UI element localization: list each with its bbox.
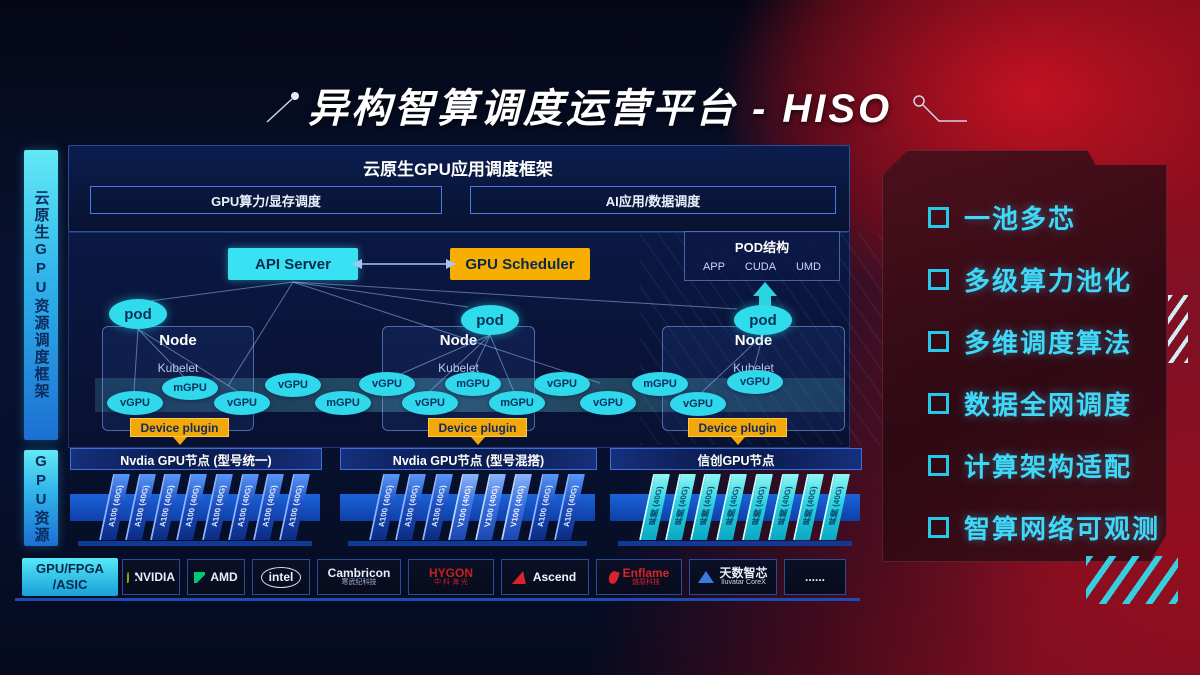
checkbox-icon: [928, 206, 949, 228]
vendor-box-Enflame: Enflame 燧原科技: [596, 559, 682, 595]
vendor-brand: NVIDIA: [134, 569, 175, 584]
vendor-subtitle: 燧原科技: [632, 579, 660, 587]
gpu-group-header: Nvdia GPU节点 (型号统一): [70, 448, 322, 470]
feature-label: 多级算力池化: [964, 265, 1133, 296]
device-plugin-3: Device plugin: [688, 418, 787, 445]
pod-structure-item-umd: UMD: [795, 261, 822, 273]
gpu-group-base: [618, 541, 852, 546]
iluvatar-logo-icon: [698, 571, 715, 583]
sidebar-framework-label: 云原生GPU资源调度框架: [24, 150, 58, 440]
vendor-box-HYGON: HYGON 中 科 海 光: [408, 559, 494, 595]
gpu-oval-mgpu: mGPU: [489, 391, 545, 415]
feature-label: 智算网络可观测: [964, 513, 1161, 544]
stripe-deco-bottom-right: [1086, 556, 1178, 604]
vendor-brand: Ascend: [532, 569, 577, 584]
gpu-oval-mgpu: mGPU: [162, 376, 218, 400]
feature-panel: 一池多芯多级算力池化 多维调度算法 数据全网调度 计算架构适配 智算网络可观测: [882, 150, 1167, 562]
checkbox-icon: [928, 392, 949, 414]
vendor-box-NVIDIA: NVIDIA: [122, 559, 180, 595]
pod-oval-1: pod: [109, 299, 167, 329]
ascend-logo-icon: [511, 570, 530, 584]
checkbox-icon: [928, 454, 949, 476]
vendor-row-baseline: [15, 598, 860, 601]
gpu-oval-vgpu: vGPU: [402, 391, 458, 415]
vendor-brand: AMD: [210, 569, 238, 584]
sidebar-gpu-resource-label: GPU资源: [24, 450, 58, 546]
gpu-oval-vgpu: vGPU: [214, 391, 270, 415]
kubelet-label: Kubelet: [157, 361, 199, 375]
gpu-oval-vgpu: vGPU: [580, 391, 636, 415]
pod-structure-title: POD结构: [734, 240, 790, 255]
feature-label: 计算架构适配: [964, 451, 1133, 482]
page-title: 异构智算调度运营平台 - HISO: [307, 87, 893, 131]
gpu-oval-vgpu: vGPU: [727, 370, 783, 394]
intel-logo-icon: intel: [260, 566, 302, 588]
checkbox-icon: [928, 268, 949, 290]
device-plugin-2: Device plugin: [428, 418, 527, 445]
nvidia-logo-icon: [127, 571, 139, 583]
vendor-brand: ......: [804, 569, 825, 584]
vendor-brand: Cambricon: [327, 565, 391, 580]
vendor-row: NVIDIA AMD intel Cambricon 寒武纪科技 HYGON 中 科 海 光…: [122, 559, 846, 597]
enflame-logo-icon: [606, 569, 620, 585]
gpu-fpga-asic-label: GPU/FPGA /ASIC: [22, 558, 118, 596]
circuit-deco-right: [913, 95, 967, 122]
api-server-box: API Server: [228, 248, 358, 280]
gpu-oval-mgpu: mGPU: [315, 391, 371, 415]
gpu-oval-vgpu: vGPU: [265, 373, 321, 397]
gpu-scheduler-box: GPU Scheduler: [450, 248, 590, 280]
vendor-brand: 天数智芯: [719, 565, 768, 580]
feature-label: 数据全网调度: [964, 389, 1133, 420]
vendor-box-AMD: AMD: [187, 559, 245, 595]
feature-item-6: 智算网络可观测: [928, 496, 1158, 558]
vendor-box-Ascend: Ascend: [501, 559, 589, 595]
gpu-compute-scheduling-bar: GPU算力/显存调度: [90, 186, 442, 214]
gpu-oval-vgpu: vGPU: [359, 372, 415, 396]
vendor-brand: HYGON: [428, 565, 473, 580]
checkbox-icon: [928, 330, 949, 352]
vendor-subtitle: 中 科 海 光: [434, 579, 468, 587]
pod-oval-2: pod: [461, 305, 519, 335]
vendor-box-more: ......: [784, 559, 846, 595]
gpu-group-header: Nvdia GPU节点 (型号混搭): [340, 448, 597, 470]
vendor-box-more: 天数智芯 Iluvatar CoreX: [689, 559, 777, 595]
feature-item-4: 数据全网调度: [928, 372, 1147, 434]
gpu-oval-vgpu: vGPU: [534, 372, 590, 396]
stripe-deco-right: [1168, 295, 1188, 363]
node-label: Node: [159, 332, 197, 349]
feature-item-3: 多维调度算法: [928, 310, 1147, 372]
cloud-native-framework-panel: [68, 145, 850, 232]
circuit-deco-left: [266, 92, 299, 123]
gpu-oval-mgpu: mGPU: [632, 372, 688, 396]
ai-app-data-scheduling-bar: AI应用/数据调度: [470, 186, 836, 214]
vendor-brand: Enflame: [622, 565, 670, 580]
device-plugin-1: Device plugin: [130, 418, 229, 445]
vendor-subtitle: Iluvatar CoreX: [721, 579, 766, 587]
gpu-oval-vgpu: vGPU: [670, 392, 726, 416]
amd-logo-icon: [194, 571, 206, 583]
gpu-group-base: [78, 541, 312, 546]
feature-label: 多维调度算法: [964, 327, 1133, 358]
feature-item-1: 一池多芯: [928, 186, 1147, 248]
pod-structure-box: POD结构 APP CUDA UMD: [684, 231, 840, 281]
vendor-box-Cambricon: Cambricon 寒武纪科技: [317, 559, 401, 595]
node-label: Node: [734, 332, 773, 349]
pod-oval-3: pod: [734, 305, 792, 335]
pod-structure-item-app: APP: [702, 261, 725, 273]
feature-label: 一池多芯: [964, 203, 1077, 234]
gpu-group-header: 信创GPU节点: [610, 448, 862, 470]
framework-title: 云原生GPU应用调度框架: [363, 160, 553, 179]
vendor-subtitle: 寒武纪科技: [341, 579, 377, 587]
gpu-oval-vgpu: vGPU: [107, 391, 163, 415]
vendor-box-intel: intel: [252, 559, 310, 595]
node-label: Node: [439, 332, 478, 349]
feature-item-2: 多级算力池化: [928, 248, 1147, 310]
gpu-group-base: [348, 541, 587, 546]
feature-item-5: 计算架构适配: [928, 434, 1147, 496]
pod-structure-item-cuda: CUDA: [744, 261, 777, 273]
checkbox-icon: [928, 516, 949, 538]
gpu-oval-mgpu: mGPU: [445, 372, 501, 396]
